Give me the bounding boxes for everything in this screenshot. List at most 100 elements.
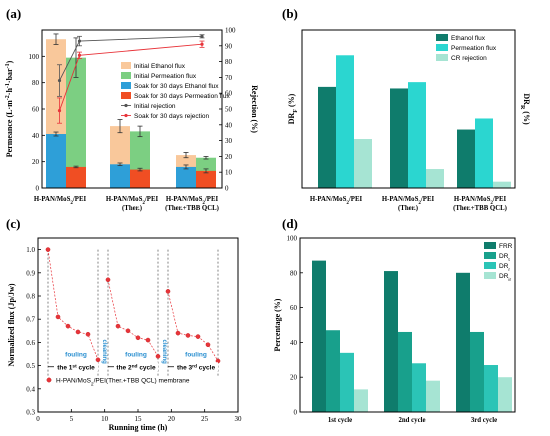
flux-point bbox=[115, 323, 121, 329]
flux-point bbox=[175, 330, 181, 336]
y2-axis-label: DRR (%) bbox=[519, 93, 531, 125]
y-tick-label: 0 bbox=[36, 185, 40, 193]
y-tick-label: 0.6 bbox=[26, 339, 35, 347]
flux-point bbox=[95, 357, 101, 363]
fouling-label: fouling bbox=[185, 351, 207, 358]
panel-label-c: (c) bbox=[6, 216, 20, 231]
y-tick-label: 20 bbox=[290, 374, 298, 382]
x-tick-label: 10 bbox=[101, 415, 109, 423]
legend-label: DRir bbox=[499, 273, 511, 283]
legend-marker bbox=[46, 377, 52, 383]
panel-label-d: (d) bbox=[282, 216, 298, 231]
legend-label: Initial Ethanol flux bbox=[134, 63, 186, 70]
cleaning-label: cleaning bbox=[101, 340, 107, 365]
x-axis-label: Running time (h) bbox=[109, 423, 168, 432]
legend-swatch bbox=[121, 92, 131, 99]
rejection-point bbox=[57, 78, 62, 83]
legend-swatch bbox=[484, 272, 496, 279]
legend-label: Soak for 30 days Permeation flux bbox=[134, 93, 230, 100]
rejection-point bbox=[200, 34, 204, 38]
legend-label: Initial rejection bbox=[134, 103, 176, 110]
y2-tick-label: 40 bbox=[225, 121, 233, 129]
panel-label-a: (a) bbox=[6, 6, 21, 21]
bar-1-0 bbox=[336, 55, 354, 188]
y-tick-label: 60 bbox=[290, 304, 298, 312]
flux-point bbox=[105, 277, 111, 283]
y2-tick-label: 80 bbox=[225, 58, 233, 66]
rejection-point bbox=[77, 53, 82, 57]
bar-2-0 bbox=[340, 352, 354, 412]
legend-swatch bbox=[436, 44, 448, 51]
category-sublabel: (Ther.) bbox=[122, 205, 142, 212]
legend-swatch bbox=[484, 242, 496, 249]
y-tick-label: 40 bbox=[290, 339, 298, 347]
flux-point bbox=[205, 342, 211, 348]
flux-line bbox=[107, 279, 159, 357]
y-axis-label: Percentage (%) bbox=[273, 298, 282, 351]
bar-0-1 bbox=[384, 271, 398, 412]
rejection-point bbox=[77, 39, 82, 43]
y-tick-label: 40 bbox=[32, 132, 40, 140]
cycle-label: the 1st cycle bbox=[57, 363, 95, 372]
flux-point bbox=[185, 333, 191, 338]
bar-3-0 bbox=[354, 389, 368, 412]
flux-line bbox=[47, 249, 99, 360]
legend-label: DRt bbox=[499, 253, 510, 263]
y-tick-label: 0.5 bbox=[26, 362, 35, 370]
y-tick-label: 0.4 bbox=[26, 385, 35, 393]
bar-2-1 bbox=[412, 363, 426, 412]
panel-label-b: (b) bbox=[282, 6, 298, 21]
bar-2-2 bbox=[176, 166, 196, 188]
flux-point bbox=[65, 323, 71, 329]
plot-frame-d bbox=[299, 237, 516, 413]
flux-point bbox=[135, 335, 141, 341]
y-tick-label: 20 bbox=[32, 158, 40, 166]
flux-point bbox=[55, 314, 61, 320]
flux-point bbox=[195, 334, 201, 339]
bar-2-2 bbox=[484, 365, 498, 412]
category-label: 2nd cycle bbox=[399, 417, 426, 424]
y2-tick-label: 20 bbox=[225, 153, 233, 161]
legend-label: Initial Permeation flux bbox=[134, 73, 197, 80]
bar-1-2 bbox=[470, 331, 484, 412]
bar-3-1 bbox=[426, 380, 440, 412]
category-label: 3rd cycle bbox=[471, 417, 497, 424]
x-tick-label: 30 bbox=[235, 415, 243, 423]
y-axis-label: Normalized flux (Jp/Jw) bbox=[7, 283, 16, 366]
legend-swatch bbox=[121, 72, 131, 79]
flux-point bbox=[155, 354, 161, 359]
cycle-label-bg bbox=[54, 362, 98, 372]
y-axis-label: DRF (%) bbox=[287, 93, 299, 124]
category-sublabel: (Ther.+TBB QCL) bbox=[453, 205, 507, 212]
category-label: H-PAN/MoS2/PEI bbox=[106, 196, 159, 206]
x-tick-label: 0 bbox=[36, 415, 40, 423]
bar-3-2 bbox=[498, 377, 512, 412]
flux-point bbox=[85, 331, 91, 337]
flux-point bbox=[165, 289, 171, 294]
y-tick-label: 0.8 bbox=[26, 293, 35, 301]
y-tick-label: 80 bbox=[32, 79, 40, 87]
y-tick-label: 1.0 bbox=[26, 246, 35, 254]
y-tick-label: 100 bbox=[29, 53, 40, 61]
legend-swatch bbox=[436, 34, 448, 41]
bar-2-1 bbox=[426, 169, 444, 188]
category-label: H-PAN/MoS2/PEI bbox=[454, 196, 507, 206]
legend-swatch bbox=[121, 82, 131, 89]
x-tick-label: 20 bbox=[168, 415, 176, 423]
flux-point bbox=[125, 328, 131, 334]
y-tick-label: 0.3 bbox=[26, 409, 35, 417]
y2-tick-label: 10 bbox=[225, 169, 233, 177]
y2-tick-label: 100 bbox=[225, 27, 236, 35]
y2-tick-label: 60 bbox=[225, 90, 233, 98]
bar-2-2 bbox=[493, 181, 511, 188]
cleaning-label: cleaning bbox=[161, 340, 167, 365]
legend-swatch bbox=[484, 252, 496, 259]
y-tick-label: 80 bbox=[290, 269, 298, 277]
bar-2-0 bbox=[46, 134, 66, 188]
y2-tick-label: 0 bbox=[225, 185, 229, 193]
bar-3-2 bbox=[196, 170, 216, 188]
bar-3-0 bbox=[66, 166, 86, 188]
legend-label: Ethanol flux bbox=[451, 35, 486, 42]
legend-label: Soak for 30 days Ethanol flux bbox=[134, 83, 219, 90]
